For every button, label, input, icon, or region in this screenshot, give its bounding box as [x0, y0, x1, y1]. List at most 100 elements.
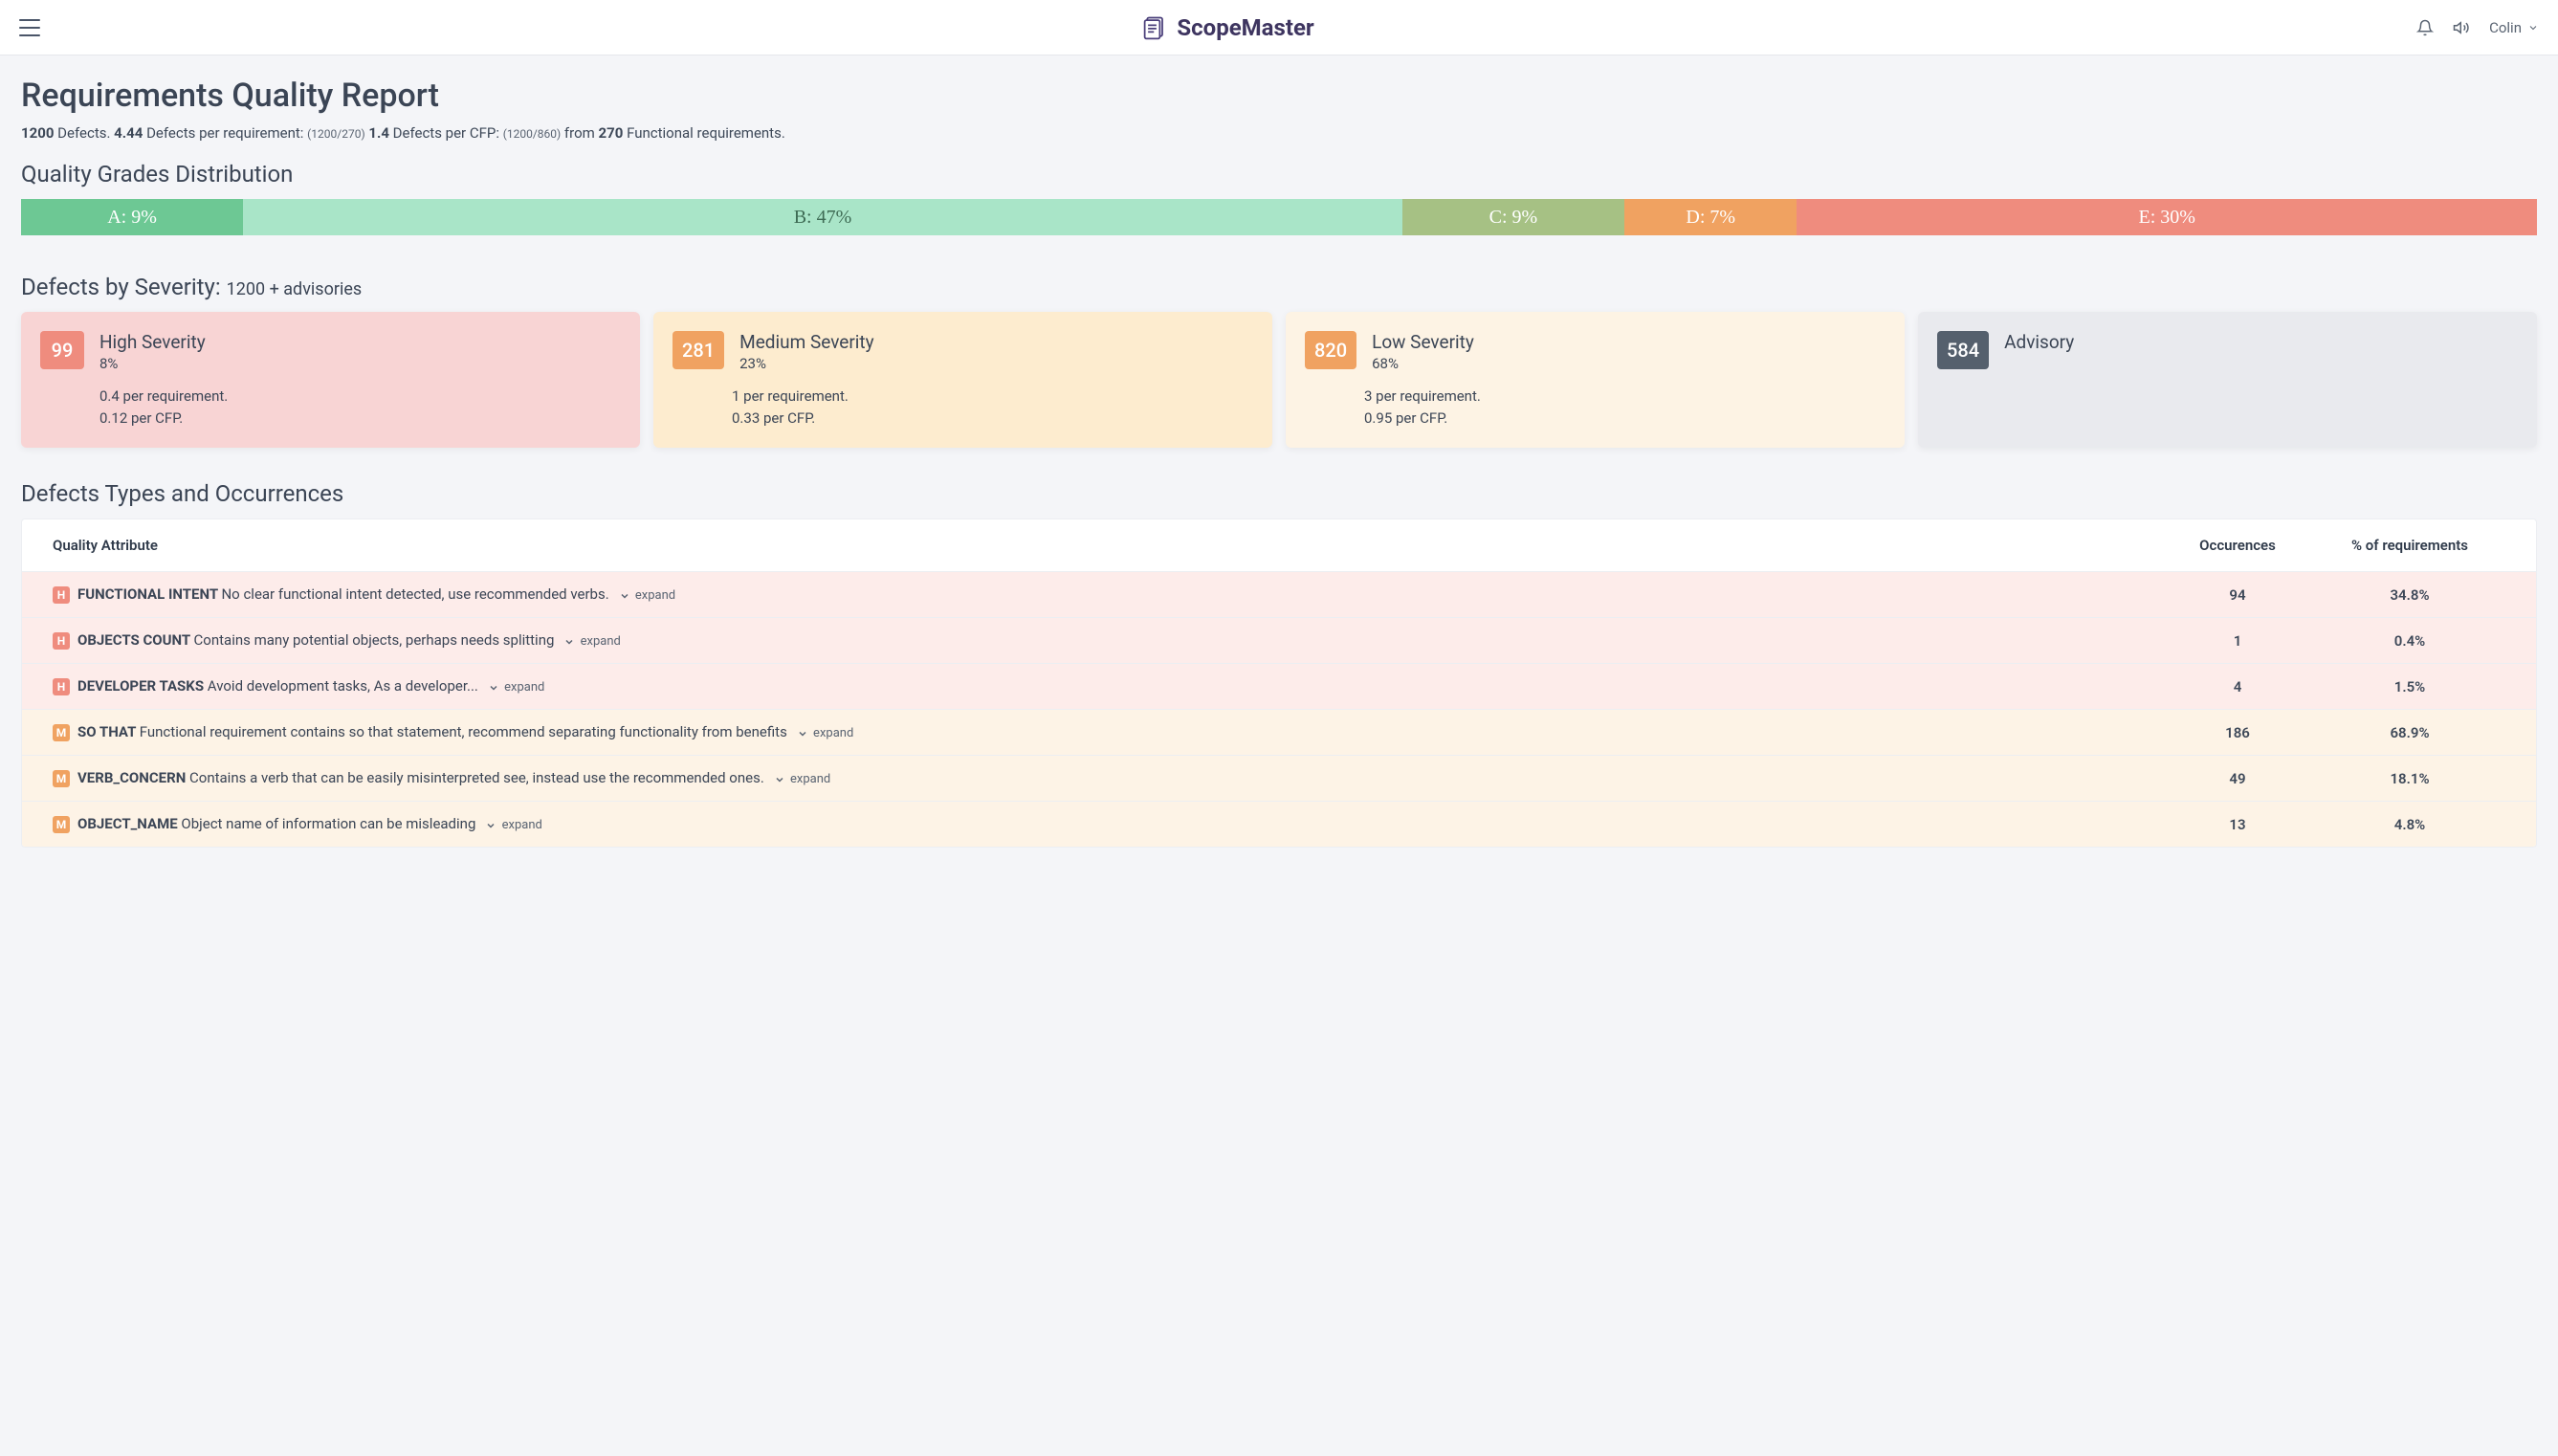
pct-requirements-value: 34.8% — [2314, 586, 2505, 604]
table-row: HDEVELOPER TASKS Avoid development tasks… — [22, 663, 2536, 709]
per-cfp-value: 1.4 — [368, 124, 389, 142]
logo-icon — [1142, 14, 1169, 41]
expand-button[interactable]: expand — [774, 772, 830, 786]
page-title: Requirements Quality Report — [21, 77, 2537, 115]
grade-segment: D: 7% — [1624, 199, 1797, 235]
severity-name: High Severity — [99, 331, 206, 353]
severity-count: 820 — [1305, 331, 1356, 369]
attr-cell: H FUNCTIONAL INTENT No clear functional i… — [53, 585, 2161, 604]
attr-name: FUNCTIONAL INTENT — [77, 585, 221, 603]
occurrences-value: 13 — [2161, 816, 2314, 833]
defect-types-title: Defects Types and Occurrences — [21, 480, 2537, 507]
attr-name: VERB_CONCERN — [77, 769, 189, 786]
expand-button[interactable]: expand — [488, 680, 544, 695]
grades-title: Quality Grades Distribution — [21, 161, 2537, 188]
per-req-value: 4.44 — [114, 124, 143, 142]
severity-title-text: Defects by Severity: — [21, 274, 221, 300]
grade-segment: B: 47% — [243, 199, 1402, 235]
severity-cards: 99High Severity8%0.4 per requirement.0.1… — [21, 312, 2537, 448]
occurrences-value: 186 — [2161, 724, 2314, 741]
attr-cell: M SO THAT Functional requirement contains… — [53, 723, 2161, 741]
attr-name: OBJECT_NAME — [77, 815, 181, 832]
chevron-down-icon — [2527, 22, 2539, 33]
severity-count: 281 — [673, 331, 724, 369]
table-row: M OBJECT_NAME Object name of information … — [22, 801, 2536, 847]
table-row: MVERB_CONCERN Contains a verb that can b… — [22, 755, 2536, 801]
top-bar: ScopeMaster Colin — [0, 0, 2558, 55]
pct-requirements-value: 1.5% — [2314, 678, 2505, 695]
notifications-icon[interactable] — [2416, 19, 2434, 36]
severity-title: Defects by Severity: 1200 + advisories — [21, 274, 2537, 300]
attr-name: OBJECTS COUNT — [77, 631, 194, 649]
pct-requirements-value: 4.8% — [2314, 816, 2505, 833]
page-body: Requirements Quality Report 1200 Defects… — [0, 55, 2558, 869]
severity-pct: 23% — [739, 355, 874, 372]
severity-badge: H — [53, 586, 70, 604]
grade-segment: E: 30% — [1797, 199, 2537, 235]
menu-icon[interactable] — [19, 19, 40, 36]
expand-button[interactable]: expand — [797, 726, 853, 740]
severity-name: Low Severity — [1372, 331, 1474, 353]
col-pct-requirements: % of requirements — [2314, 537, 2505, 554]
pct-requirements-value: 18.1% — [2314, 770, 2505, 787]
occurrences-value: 49 — [2161, 770, 2314, 787]
attr-desc: Avoid development tasks, As a developer.… — [208, 677, 478, 695]
volume-icon[interactable] — [2453, 19, 2470, 36]
per-req-label: Defects per requirement: — [146, 124, 303, 142]
expand-button[interactable]: expand — [619, 588, 675, 603]
attr-desc: Functional requirement contains so that … — [140, 723, 787, 740]
occurrences-value: 4 — [2161, 678, 2314, 695]
table-header: Quality Attribute Occurences % of requir… — [22, 519, 2536, 571]
table-row: H FUNCTIONAL INTENT No clear functional i… — [22, 571, 2536, 617]
severity-card[interactable]: 281 Medium Severity 23% 1 per requirement.0… — [653, 312, 1272, 448]
pct-requirements-value: 0.4% — [2314, 632, 2505, 650]
app-name: ScopeMaster — [1177, 14, 1313, 41]
col-occurrences: Occurences — [2161, 537, 2314, 554]
severity-pct: 68% — [1372, 355, 1474, 372]
severity-card[interactable]: 584 Advisory — [1918, 312, 2537, 448]
severity-detail: 0.4 per requirement.0.12 per CFP. — [40, 386, 621, 429]
attr-cell: H OBJECTS COUNT Contains many potential o… — [53, 631, 2161, 650]
user-name: Colin — [2489, 19, 2522, 36]
severity-name: Advisory — [2004, 331, 2074, 353]
per-req-ratio: (1200/270) — [307, 127, 364, 141]
defects-label: Defects. — [57, 124, 110, 142]
severity-badge: M — [53, 770, 70, 787]
grade-distribution-bar: A: 9%B: 47%C: 9%D: 7%E: 30% — [21, 199, 2537, 235]
expand-button[interactable]: expand — [563, 634, 620, 649]
severity-card[interactable]: 99High Severity8%0.4 per requirement.0.1… — [21, 312, 640, 448]
severity-name: Medium Severity — [739, 331, 874, 353]
defect-types-table: Quality Attribute Occurences % of requir… — [21, 518, 2537, 848]
pct-requirements-value: 68.9% — [2314, 724, 2505, 741]
defects-total: 1200 — [21, 124, 54, 142]
attr-desc: No clear functional intent detected, use… — [221, 585, 608, 603]
severity-badge: H — [53, 632, 70, 650]
app-logo[interactable]: ScopeMaster — [1142, 14, 1313, 41]
grade-segment: C: 9% — [1402, 199, 1624, 235]
attr-desc: Contains many potential objects, perhaps… — [194, 631, 555, 649]
occurrences-value: 1 — [2161, 632, 2314, 650]
func-count: 270 — [599, 124, 624, 142]
attr-name: SO THAT — [77, 723, 140, 740]
severity-badge: M — [53, 724, 70, 741]
from-label: from — [564, 124, 595, 142]
attr-cell: HDEVELOPER TASKS Avoid development tasks… — [53, 677, 2161, 695]
severity-subtitle: 1200 + advisories — [227, 279, 363, 299]
attr-cell: MVERB_CONCERN Contains a verb that can b… — [53, 769, 2161, 787]
summary-line: 1200 Defects. 4.44 Defects per requireme… — [21, 124, 2537, 142]
expand-button[interactable]: expand — [485, 818, 541, 832]
severity-badge: H — [53, 678, 70, 695]
func-label: Functional requirements. — [627, 124, 785, 142]
per-cfp-ratio: (1200/860) — [503, 127, 561, 141]
col-quality-attribute: Quality Attribute — [53, 537, 2161, 554]
severity-count: 584 — [1937, 331, 1989, 369]
attr-desc: Object name of information can be mislea… — [181, 815, 475, 832]
per-cfp-label: Defects per CFP: — [393, 124, 499, 142]
occurrences-value: 94 — [2161, 586, 2314, 604]
severity-detail: 3 per requirement.0.95 per CFP. — [1305, 386, 1885, 429]
severity-badge: M — [53, 816, 70, 833]
severity-card[interactable]: 820 Low Severity 68% 3 per requirement.0.95… — [1286, 312, 1905, 448]
user-menu[interactable]: Colin — [2489, 19, 2539, 36]
severity-detail: 1 per requirement.0.33 per CFP. — [673, 386, 1253, 429]
severity-count: 99 — [40, 331, 84, 369]
